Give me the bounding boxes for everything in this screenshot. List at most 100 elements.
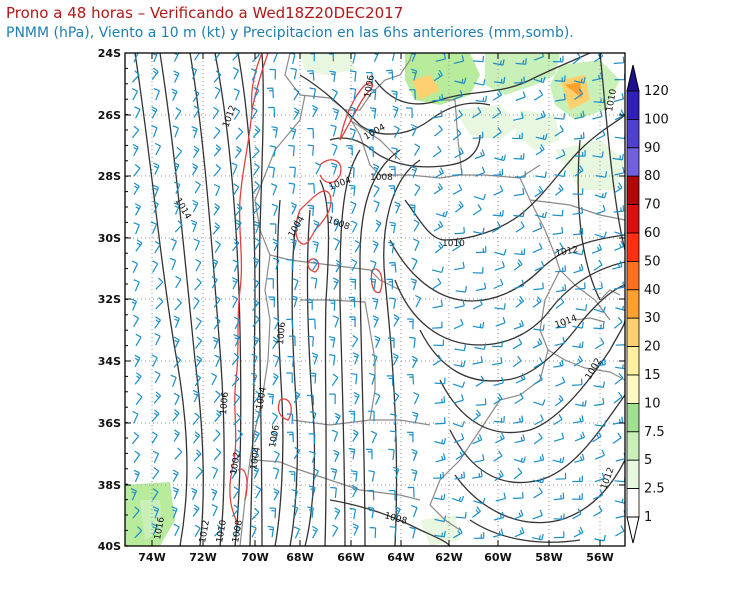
wind-barb-flag bbox=[562, 149, 566, 156]
wind-barb bbox=[174, 205, 181, 215]
wind-barb bbox=[313, 354, 319, 365]
wind-barb-flag bbox=[564, 321, 567, 328]
wind-barb bbox=[352, 53, 356, 64]
wind-barb-flag bbox=[152, 184, 159, 188]
wind-barb bbox=[251, 511, 260, 520]
wind-barb bbox=[193, 108, 200, 118]
wind-barb bbox=[135, 243, 143, 252]
wind-barb bbox=[495, 437, 505, 444]
wind-barb-flag bbox=[155, 319, 160, 323]
wind-barb-flag bbox=[152, 526, 157, 529]
wind-barb bbox=[453, 114, 463, 122]
wind-barb-flag bbox=[253, 301, 258, 306]
wind-barb bbox=[174, 526, 180, 537]
wind-barb-flag bbox=[154, 142, 161, 147]
wind-barb-flag bbox=[464, 512, 467, 519]
wind-barb-flag bbox=[596, 434, 600, 439]
wind-barb bbox=[274, 469, 280, 480]
wind-barb bbox=[531, 537, 543, 541]
wind-barb bbox=[252, 206, 261, 215]
wind-barb-flag bbox=[522, 91, 526, 98]
wind-barb-flag bbox=[154, 332, 161, 337]
colorbar-swatch bbox=[626, 175, 640, 205]
wind-barb-flag bbox=[155, 316, 161, 321]
wind-barb-flag bbox=[152, 109, 157, 113]
wind-barb-flag bbox=[215, 126, 221, 132]
wind-barb bbox=[312, 70, 315, 81]
wind-barb bbox=[453, 399, 464, 404]
wind-barb-flag bbox=[519, 295, 525, 302]
wind-barb bbox=[595, 175, 606, 178]
wind-barb-flag bbox=[253, 298, 259, 304]
wind-barb bbox=[253, 394, 261, 403]
wind-barb bbox=[154, 319, 161, 329]
wind-barb bbox=[193, 392, 200, 403]
wind-barb-flag bbox=[155, 391, 161, 397]
wind-barb bbox=[532, 479, 543, 484]
wind-barb bbox=[475, 404, 486, 406]
wind-barb-flag bbox=[154, 370, 161, 375]
wind-barb-flag bbox=[211, 488, 218, 492]
wind-barb bbox=[492, 214, 503, 217]
wind-barb-flag bbox=[233, 241, 238, 246]
wind-barb bbox=[413, 471, 418, 482]
wind-barb-flag bbox=[562, 337, 565, 344]
wind-barb-flag bbox=[330, 124, 337, 128]
wind-barb bbox=[391, 243, 395, 254]
wind-barb-flag bbox=[459, 147, 464, 154]
wind-barb-flag bbox=[134, 357, 140, 361]
wind-barb bbox=[215, 357, 221, 368]
wind-barb-flag bbox=[268, 166, 275, 169]
wind-barb-flag bbox=[367, 128, 374, 131]
wind-barb-flag bbox=[232, 469, 237, 473]
wind-barb-flag bbox=[214, 86, 221, 91]
wind-barb-flag bbox=[353, 355, 358, 358]
wind-barb bbox=[533, 459, 544, 463]
wind-barb bbox=[194, 184, 201, 194]
wind-barb bbox=[172, 413, 180, 422]
wind-barb-flag bbox=[502, 59, 505, 66]
isobar-label: 1004 bbox=[249, 446, 263, 471]
wind-barb-flag bbox=[328, 336, 335, 339]
wind-barb bbox=[394, 469, 400, 479]
wind-barb bbox=[554, 80, 565, 82]
wind-barb bbox=[132, 91, 139, 101]
wind-barb-flag bbox=[175, 275, 182, 280]
wind-barb bbox=[352, 487, 358, 498]
wind-barb-flag bbox=[389, 244, 394, 247]
wind-barb-flag bbox=[393, 469, 399, 473]
wind-barb-flag bbox=[443, 530, 446, 538]
wind-barb bbox=[614, 245, 624, 252]
wind-barb bbox=[194, 241, 200, 251]
wind-barb bbox=[592, 494, 603, 500]
wind-barb bbox=[413, 222, 420, 232]
wind-barb bbox=[434, 246, 444, 254]
wind-barb-flag bbox=[352, 429, 359, 434]
wind-barb-flag bbox=[411, 281, 416, 284]
wind-barb-flag bbox=[413, 391, 420, 396]
wind-barb bbox=[253, 281, 260, 292]
wind-barb bbox=[194, 282, 202, 291]
colorbar-label: 5 bbox=[644, 453, 652, 468]
wind-barb bbox=[554, 188, 564, 196]
wind-barb bbox=[253, 90, 260, 100]
wind-barb bbox=[432, 99, 443, 102]
wind-barb-flag bbox=[618, 243, 622, 248]
wind-barb-flag bbox=[519, 392, 524, 399]
wind-barb bbox=[594, 538, 605, 542]
wind-barb-flag bbox=[622, 56, 625, 63]
wind-barb-flag bbox=[503, 492, 506, 499]
wind-barb-flag bbox=[234, 393, 241, 398]
wind-barb bbox=[313, 470, 319, 481]
wind-barb-flag bbox=[387, 241, 394, 244]
wind-barb-flag bbox=[460, 168, 463, 175]
wind-barb-flag bbox=[349, 507, 356, 510]
wind-barb-flag bbox=[460, 448, 465, 455]
wind-barb-flag bbox=[211, 491, 216, 495]
wind-barb-flag bbox=[212, 261, 217, 265]
wind-barb bbox=[232, 53, 241, 61]
wind-barb-flag bbox=[442, 211, 445, 217]
wind-barb bbox=[375, 338, 381, 348]
wind-barb-flag bbox=[411, 257, 418, 262]
lat-label: 28S bbox=[98, 170, 121, 183]
